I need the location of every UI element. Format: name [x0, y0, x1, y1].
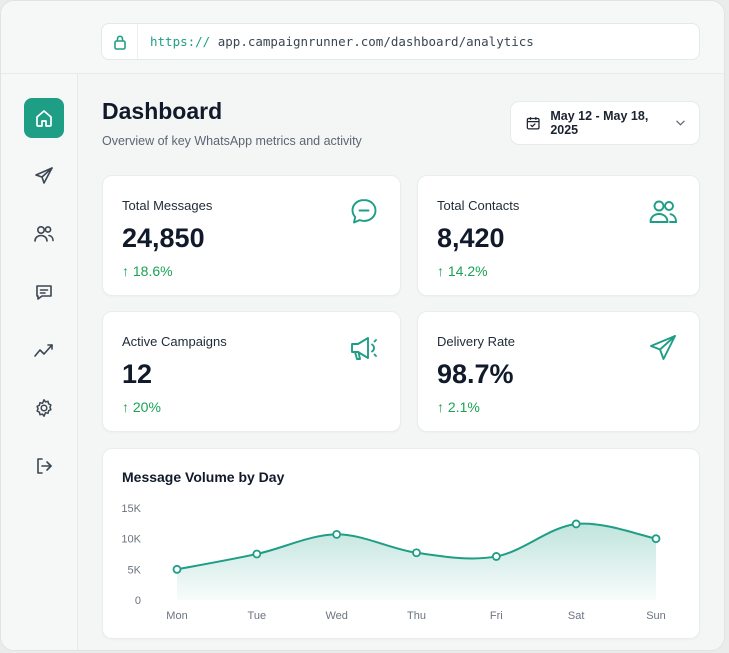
stat-change: ↑ 14.2%: [437, 263, 488, 279]
stat-card-total-contacts: Total Contacts 8,420 ↑ 14.2%: [417, 175, 700, 296]
arrow-up-icon: ↑: [122, 399, 129, 415]
calendar-icon: [526, 117, 540, 130]
stat-change: ↑ 20%: [122, 399, 161, 415]
stat-change-value: 2.1%: [447, 399, 480, 415]
y-tick-label: 5K: [128, 564, 142, 576]
x-tick-label: Fri: [490, 610, 503, 622]
page-title: Dashboard: [102, 98, 223, 124]
data-point-wed[interactable]: [332, 529, 342, 539]
home-icon: [36, 110, 52, 127]
stat-change-value: 18.6%: [132, 263, 173, 279]
users-icon: [649, 200, 677, 223]
logout-icon: [37, 458, 52, 474]
x-tick-label: Sun: [646, 610, 666, 622]
stat-label: Total Contacts: [437, 198, 520, 213]
y-tick-label: 10K: [121, 534, 141, 546]
chevron-down-icon: [676, 120, 685, 126]
arrow-up-icon: ↑: [437, 399, 444, 415]
sidebar-item-messages[interactable]: [24, 272, 64, 312]
stat-card-delivery-rate: Delivery Rate 98.7% ↑ 2.1%: [417, 311, 700, 432]
x-tick-label: Tue: [248, 610, 267, 622]
stat-change: ↑ 2.1%: [437, 399, 480, 415]
sidebar-item-contacts[interactable]: [24, 214, 64, 254]
x-tick-label: Mon: [166, 610, 187, 622]
data-point-sat[interactable]: [571, 519, 581, 529]
data-point-tue[interactable]: [252, 549, 262, 559]
y-tick-label: 15K: [121, 503, 141, 515]
sidebar-item-analytics[interactable]: [24, 330, 64, 370]
lock-icon: [102, 24, 138, 59]
chat-bubble-icon: [351, 199, 377, 224]
stat-value: 98.7%: [437, 359, 514, 389]
sidebar-item-settings[interactable]: [24, 388, 64, 428]
x-tick-label: Thu: [407, 610, 426, 622]
stat-change-value: 20%: [132, 399, 161, 415]
sidebar-item-logout[interactable]: [24, 446, 64, 486]
sidebar-item-home[interactable]: [24, 98, 64, 138]
address-bar[interactable]: https:// app.campaignrunner.com/dashboar…: [101, 23, 700, 60]
sidebar-item-campaigns[interactable]: [24, 156, 64, 196]
stat-value: 24,850: [122, 223, 205, 253]
x-tick-label: Sat: [568, 610, 585, 622]
message-volume-chart: 15K 10K 5K 0 Mon Tue Wed Thu Fri Sat Sun: [121, 503, 666, 622]
stat-change: ↑ 18.6%: [122, 263, 173, 279]
chart-card-message-volume: Message Volume by Day 15K 10K 5K 0 Mon Tue Wed…: [102, 448, 700, 639]
x-tick-label: Wed: [325, 610, 347, 622]
stat-card-total-messages: Total Messages 24,850 ↑ 18.6%: [102, 175, 401, 296]
stat-label: Total Messages: [122, 198, 213, 213]
arrow-up-icon: ↑: [437, 263, 444, 279]
gear-icon: [36, 399, 52, 417]
data-point-sun[interactable]: [651, 534, 661, 544]
data-point-fri[interactable]: [491, 552, 501, 561]
stat-value: 12: [122, 359, 153, 389]
url-text: https:// app.campaignrunner.com/dashboar…: [138, 34, 534, 49]
y-tick-label: 0: [135, 595, 141, 607]
stat-label: Delivery Rate: [437, 334, 516, 349]
stat-change-value: 14.2%: [447, 263, 488, 279]
date-range-label: May 12 - May 18, 2025: [550, 109, 649, 137]
url-scheme: https://: [150, 34, 211, 49]
trend-icon: [34, 344, 53, 357]
data-point-mon[interactable]: [172, 564, 182, 574]
main-content: Dashboard Overview of key WhatsApp metri…: [78, 74, 724, 650]
stat-label: Active Campaigns: [122, 334, 227, 349]
stat-value: 8,420: [437, 223, 505, 253]
arrow-up-icon: ↑: [122, 263, 129, 279]
chart-title: Message Volume by Day: [122, 469, 285, 485]
message-icon: [36, 285, 52, 300]
megaphone-icon: [351, 337, 377, 360]
data-point-thu[interactable]: [412, 548, 421, 558]
send-icon: [650, 335, 676, 360]
sidebar: [1, 74, 78, 650]
stat-card-active-campaigns: Active Campaigns 12 ↑ 20%: [102, 311, 401, 432]
page-subtitle: Overview of key WhatsApp metrics and act…: [102, 134, 362, 148]
browser-toolbar: https:// app.campaignrunner.com/dashboar…: [1, 1, 724, 74]
url-path: app.campaignrunner.com/dashboard/analyti…: [217, 34, 534, 49]
send-icon: [35, 167, 53, 184]
users-icon: [34, 225, 54, 242]
series-area: [177, 523, 656, 600]
date-range-picker[interactable]: May 12 - May 18, 2025: [510, 101, 700, 145]
